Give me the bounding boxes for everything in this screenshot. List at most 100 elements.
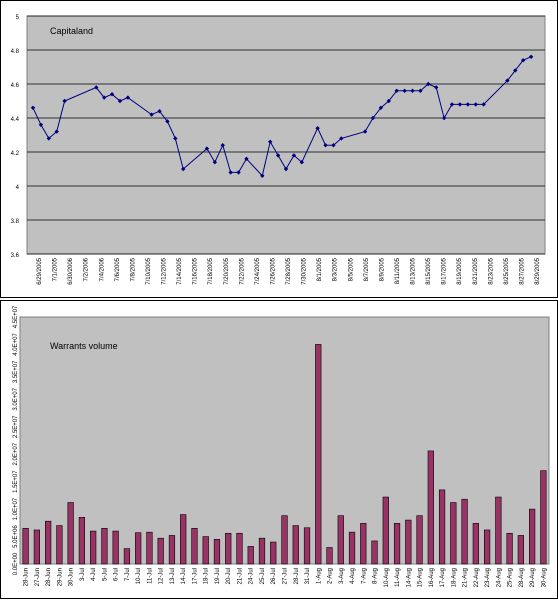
- x-tick-label: 7/12/2005: [162, 257, 168, 284]
- data-point: [465, 102, 471, 107]
- bar: [292, 525, 299, 565]
- data-point: [378, 105, 384, 110]
- y-tick-label: 5: [16, 15, 20, 21]
- bar: [56, 525, 63, 565]
- y-tick-label: 4: [16, 185, 20, 191]
- bar: [22, 528, 29, 565]
- bar: [371, 540, 378, 565]
- x-tick-label: 7/30/2005: [302, 257, 308, 284]
- chart-title: Warrants volume: [50, 341, 118, 351]
- x-tick-label: 3-Jul: [80, 568, 86, 581]
- x-tick-label: 28-Jun: [46, 568, 52, 586]
- data-point: [157, 109, 162, 114]
- data-point: [220, 143, 225, 148]
- bar: [191, 528, 198, 565]
- x-tick-label: 28-Aug: [519, 568, 525, 587]
- x-tick-label: 8/11/2005: [395, 257, 401, 284]
- data-point: [481, 102, 486, 107]
- bar: [225, 532, 232, 565]
- data-point: [441, 115, 447, 121]
- y-tick-label: 0.0E+00: [13, 552, 19, 575]
- y-tick-label: 1.5E+07: [13, 470, 19, 493]
- bar: [67, 502, 74, 565]
- data-point: [299, 160, 305, 165]
- bar: [247, 546, 254, 565]
- data-point: [402, 88, 407, 93]
- bar: [472, 523, 479, 565]
- x-tick-label: 4-Jul: [91, 568, 97, 581]
- x-tick-label: 13-Jul: [170, 568, 176, 584]
- bar: [427, 450, 434, 565]
- x-tick-label: 7/18/2005: [208, 257, 214, 284]
- y-tick-label: 2.0E+07: [13, 442, 19, 465]
- x-tick-label: 7/2/2006: [84, 257, 90, 281]
- bar: [360, 523, 367, 565]
- data-point: [165, 119, 170, 124]
- data-point: [370, 115, 376, 121]
- data-point: [101, 95, 107, 100]
- bar: [517, 535, 524, 565]
- x-tick-label: 18-Jul: [204, 568, 210, 584]
- x-tick-label: 7/24/2005: [255, 257, 261, 284]
- x-tick-label: 7/22/2005: [239, 257, 245, 284]
- y-tick-label: 1.0E+07: [13, 497, 19, 520]
- warrants-volume-chart: 0.0E+00 5.0E+06 1.0E+07 1.5E+07 2.0E+07 2.5E+…: [0, 300, 558, 599]
- x-tick-label: 8/19/2005: [457, 257, 463, 284]
- x-tick-label: 25-Jul: [260, 568, 266, 584]
- y-tick-label: 4.0E+07: [13, 333, 19, 356]
- x-tick-label: 6/29/2005: [37, 257, 43, 284]
- x-tick-label: 7/14/2005: [177, 257, 183, 284]
- data-point: [46, 136, 52, 141]
- bar: [168, 535, 176, 565]
- bar: [270, 541, 277, 565]
- data-point: [109, 92, 115, 97]
- x-tick-label: 1-Aug: [316, 568, 322, 584]
- data-point: [505, 78, 510, 83]
- x-tick-label: 6/30/2006: [68, 257, 74, 284]
- x-tick-label: 7/8/2005: [130, 257, 136, 281]
- bar: [337, 515, 344, 565]
- bar: [326, 547, 333, 565]
- data-point: [30, 105, 36, 110]
- x-tick-label: 29-Aug: [530, 568, 536, 587]
- data-point: [410, 88, 415, 93]
- x-tick-label: 23-Aug: [485, 568, 491, 587]
- y-tick-label: 4.6: [11, 83, 20, 89]
- x-tick-label: 28-Jun: [24, 568, 30, 586]
- x-tick-label: 15-Aug: [418, 568, 424, 587]
- data-point: [181, 166, 186, 172]
- x-tick-label: 5-Jul: [102, 568, 108, 581]
- x-tick-label: 8/1/2005: [317, 257, 323, 281]
- data-point: [244, 156, 249, 161]
- bar: [450, 502, 457, 565]
- bar: [157, 537, 164, 565]
- x-tick-label: 8/17/2005: [442, 257, 448, 284]
- data-point: [117, 98, 123, 104]
- x-tick-label: 7-Jul: [125, 568, 131, 581]
- bar: [202, 536, 209, 565]
- y-tick-label: 2.5E+07: [13, 415, 19, 438]
- bar: [315, 344, 322, 565]
- bar: [101, 528, 108, 565]
- data-point: [513, 68, 518, 73]
- x-tick-label: 2-Aug: [328, 568, 334, 584]
- bar: [405, 519, 412, 565]
- x-tick-label: 7/16/2005: [193, 257, 199, 284]
- data-point: [457, 102, 463, 107]
- x-tick-label: 7/1/2005: [53, 257, 59, 281]
- capitaland-chart: 3.6 3.8 4 4.2 4.4 4.6 4.8 5 6/29/2005 7/1/2005 6/…: [0, 0, 558, 298]
- bar: [236, 532, 243, 565]
- bar: [303, 527, 311, 565]
- x-tick-label: 12-Jul: [159, 568, 165, 584]
- bar: [438, 489, 446, 565]
- bar: [461, 498, 468, 565]
- y-tick-label: 3.8: [11, 219, 20, 225]
- x-tick-label: 19-Jul: [215, 568, 221, 584]
- data-point: [204, 146, 210, 151]
- bar: [529, 508, 536, 565]
- bar: [45, 520, 52, 565]
- x-tick-label: 7/20/2005: [224, 257, 230, 284]
- bar: [180, 514, 187, 565]
- data-point: [520, 58, 526, 63]
- x-tick-label: 30-Aug: [541, 568, 547, 587]
